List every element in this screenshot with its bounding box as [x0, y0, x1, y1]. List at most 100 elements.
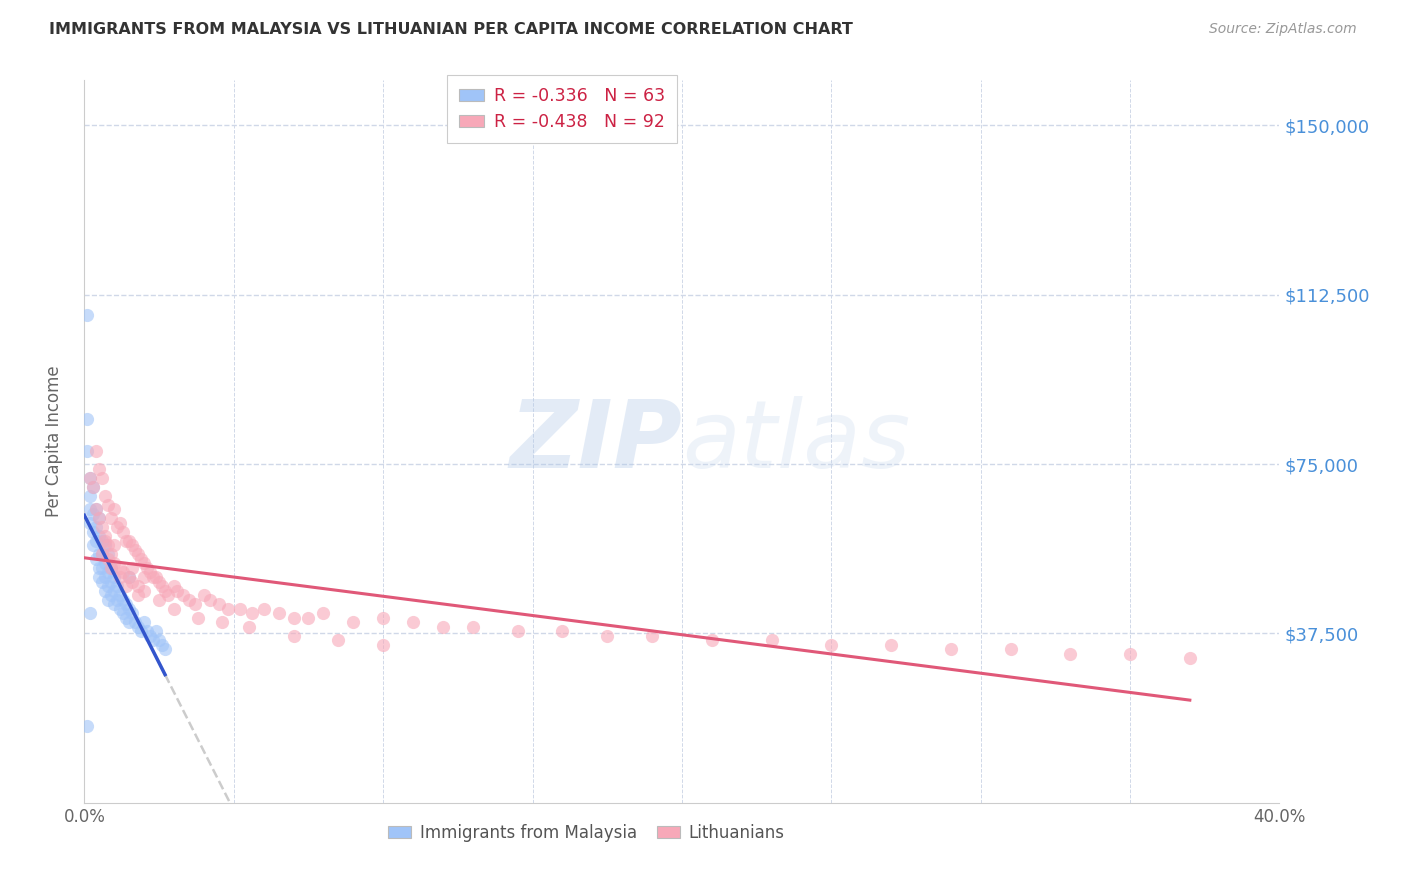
Point: [121, 606, 143, 620]
Point: [145, 624, 167, 639]
Point: [76, 719, 98, 733]
Point: [86, 552, 108, 566]
Point: [110, 516, 132, 530]
Point: [89, 548, 111, 562]
Point: [373, 638, 395, 652]
Point: [166, 583, 188, 598]
Point: [596, 629, 619, 643]
Point: [193, 588, 215, 602]
Point: [86, 502, 108, 516]
Point: [89, 561, 111, 575]
Point: [112, 524, 135, 539]
Point: [91, 520, 114, 534]
Point: [97, 592, 120, 607]
Point: [82, 538, 104, 552]
Point: [283, 610, 305, 624]
Point: [142, 570, 165, 584]
Point: [82, 524, 104, 539]
Point: [103, 502, 125, 516]
Point: [89, 461, 111, 475]
Point: [79, 606, 101, 620]
Point: [91, 561, 114, 575]
Point: [153, 583, 176, 598]
Point: [100, 511, 122, 525]
Point: [76, 308, 98, 322]
Point: [105, 579, 128, 593]
Point: [89, 511, 111, 525]
Point: [150, 579, 173, 593]
Point: [132, 557, 156, 571]
Point: [184, 597, 207, 611]
Point: [127, 588, 149, 602]
Point: [79, 489, 101, 503]
Point: [103, 538, 125, 552]
Point: [103, 557, 125, 571]
Point: [94, 557, 117, 571]
Point: [110, 588, 132, 602]
Point: [312, 606, 335, 620]
Point: [89, 529, 111, 543]
Point: [148, 592, 170, 607]
Point: [136, 624, 159, 639]
Point: [79, 470, 101, 484]
Point: [97, 566, 120, 580]
Point: [82, 480, 104, 494]
Point: [94, 489, 117, 503]
Point: [100, 548, 122, 562]
Point: [238, 620, 260, 634]
Point: [880, 638, 903, 652]
Point: [150, 638, 173, 652]
Point: [163, 601, 186, 615]
Point: [1000, 642, 1022, 657]
Point: [132, 615, 156, 630]
Point: [297, 610, 319, 624]
Point: [115, 579, 138, 593]
Point: [402, 615, 425, 630]
Point: [217, 601, 239, 615]
Legend: Immigrants from Malaysia, Lithuanians: Immigrants from Malaysia, Lithuanians: [381, 817, 792, 848]
Point: [118, 615, 141, 630]
Point: [100, 574, 122, 589]
Point: [94, 583, 117, 598]
Point: [112, 566, 135, 580]
Point: [103, 570, 125, 584]
Point: [177, 592, 200, 607]
Point: [110, 601, 132, 615]
Point: [124, 615, 146, 630]
Point: [172, 588, 194, 602]
Text: atlas: atlas: [682, 396, 910, 487]
Point: [97, 579, 120, 593]
Point: [283, 629, 305, 643]
Point: [127, 548, 149, 562]
Point: [129, 552, 152, 566]
Point: [127, 620, 149, 634]
Point: [112, 592, 135, 607]
Point: [139, 566, 162, 580]
Point: [328, 633, 350, 648]
Point: [103, 583, 125, 598]
Text: IMMIGRANTS FROM MALAYSIA VS LITHUANIAN PER CAPITA INCOME CORRELATION CHART: IMMIGRANTS FROM MALAYSIA VS LITHUANIAN P…: [49, 22, 853, 37]
Y-axis label: Per Capita Income: Per Capita Income: [45, 366, 63, 517]
Point: [163, 579, 186, 593]
Point: [211, 615, 233, 630]
Point: [148, 574, 170, 589]
Point: [91, 548, 114, 562]
Point: [105, 592, 128, 607]
Point: [118, 533, 141, 548]
Point: [228, 601, 252, 615]
Point: [91, 533, 114, 548]
Point: [506, 624, 529, 639]
Point: [145, 570, 167, 584]
Point: [761, 633, 783, 648]
Point: [121, 561, 143, 575]
Point: [157, 588, 180, 602]
Point: [373, 610, 395, 624]
Point: [240, 606, 263, 620]
Point: [94, 533, 117, 548]
Point: [79, 470, 101, 484]
Point: [91, 470, 114, 484]
Point: [97, 552, 120, 566]
Point: [100, 561, 122, 575]
Point: [100, 588, 122, 602]
Point: [82, 480, 104, 494]
